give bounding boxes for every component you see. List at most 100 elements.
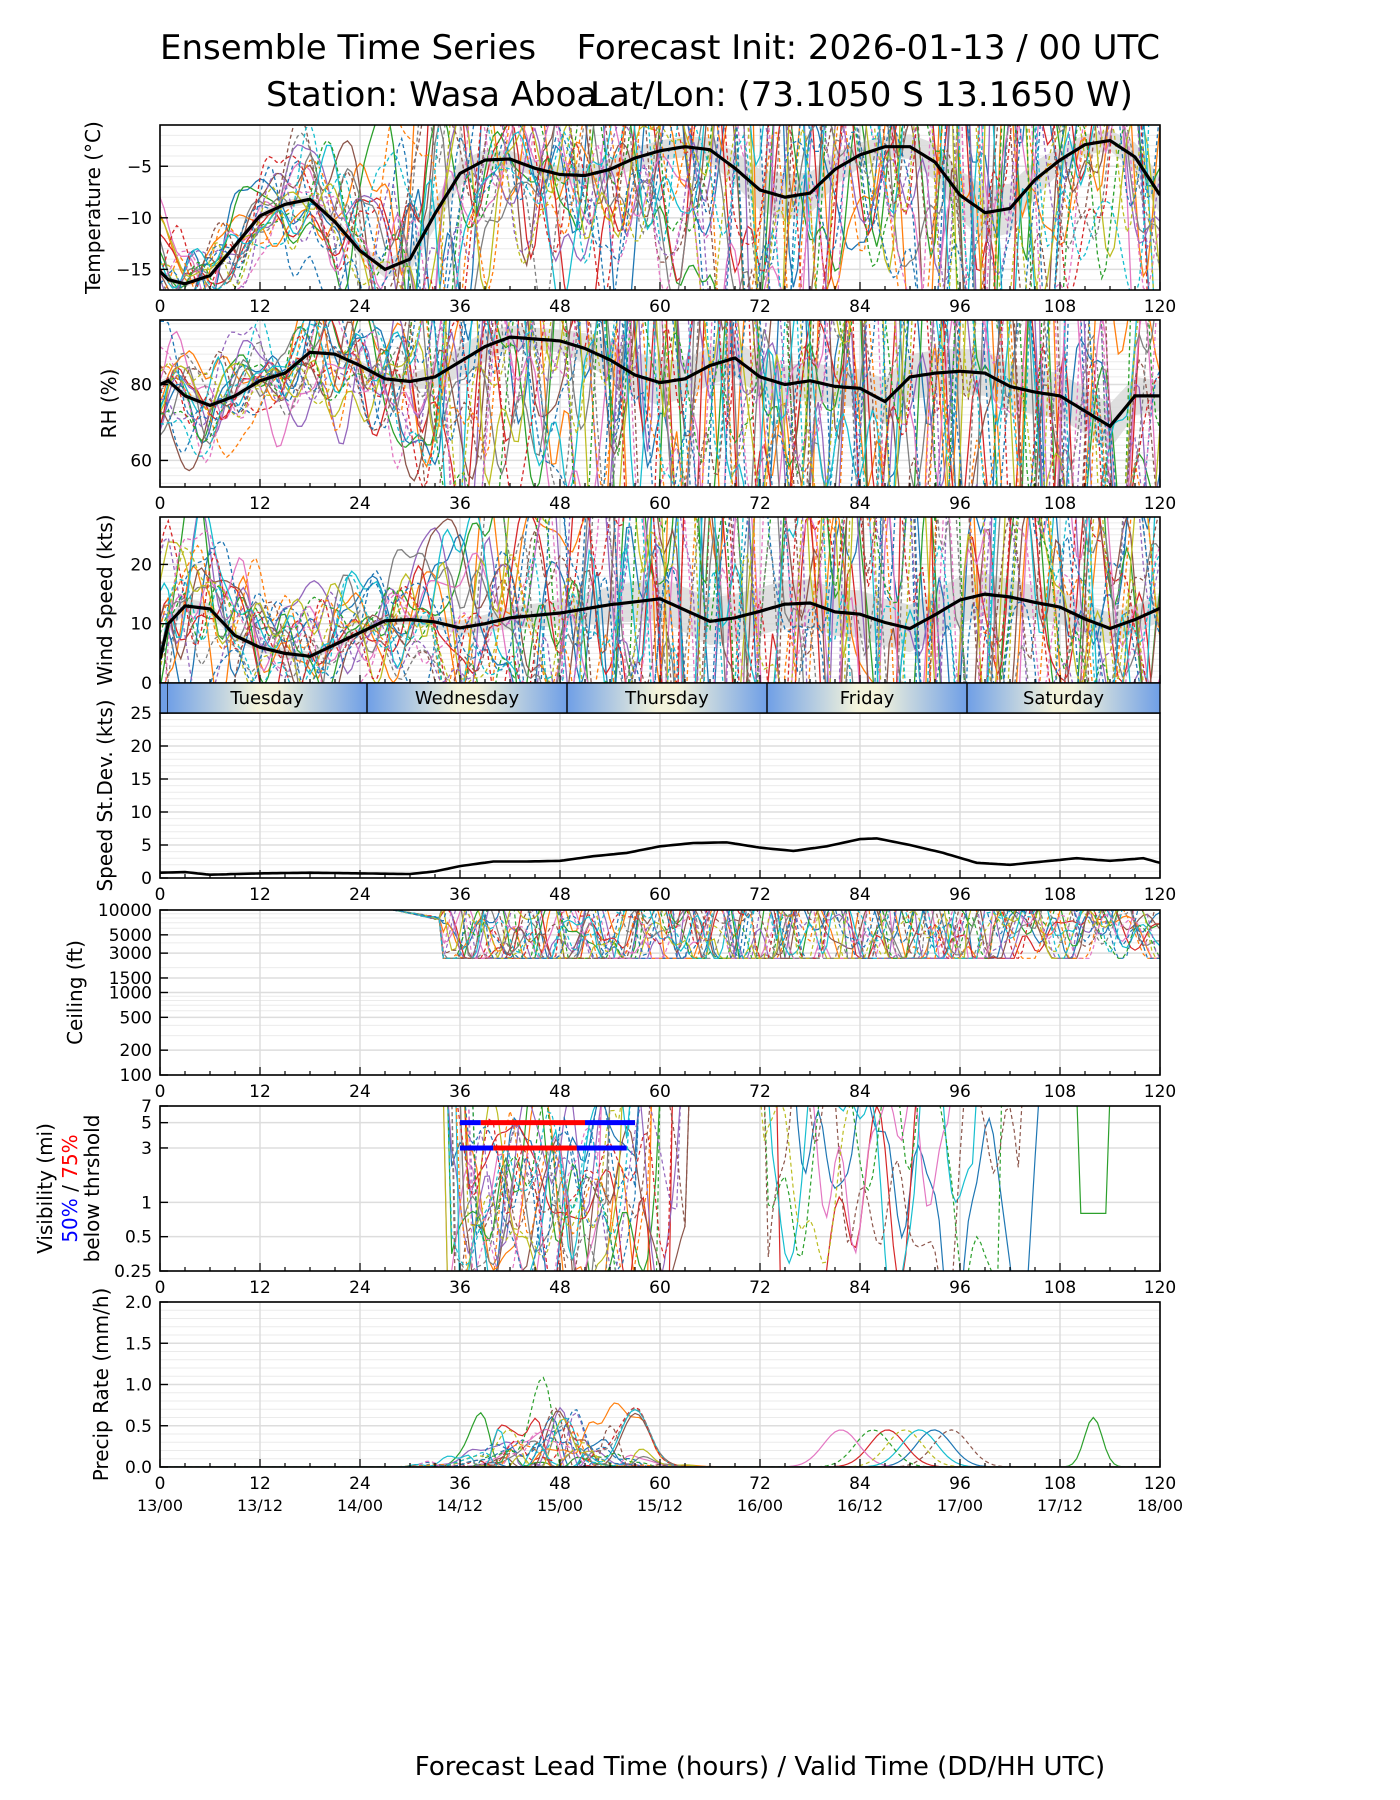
x-tick-label: 48 bbox=[549, 1278, 571, 1298]
x-tick-label: 108 bbox=[1044, 1082, 1076, 1102]
valid-time-label: 15/12 bbox=[637, 1496, 683, 1515]
ensemble-member-line bbox=[160, 320, 1113, 487]
y-tick-label: −5 bbox=[127, 157, 152, 177]
ceiling-member-line bbox=[393, 910, 1130, 959]
title-right: Forecast Init: 2026-01-13 / 00 UTC bbox=[576, 28, 1160, 68]
y-tick-label: −10 bbox=[116, 209, 152, 229]
x-tick-label: 60 bbox=[649, 1474, 671, 1494]
x-tick-label: 96 bbox=[949, 494, 971, 514]
y-tick-label: 1000 bbox=[109, 984, 152, 1004]
visibility-member-line bbox=[464, 1106, 653, 1271]
x-tick-label: 24 bbox=[349, 494, 371, 514]
ensemble-member-line bbox=[160, 320, 1137, 487]
y-axis-label: Ceiling (ft) bbox=[63, 940, 87, 1045]
visibility-member-line bbox=[455, 1106, 977, 1271]
grid-precip bbox=[159, 1301, 1161, 1468]
x-tick-label: 84 bbox=[849, 494, 871, 514]
visibility-member-line bbox=[447, 1106, 631, 1267]
y-tick-label: 1 bbox=[141, 1193, 152, 1213]
x-tick-label: 72 bbox=[749, 885, 771, 905]
y-tick-label: 2.0 bbox=[125, 1293, 152, 1313]
day-segment bbox=[367, 683, 567, 713]
x-tick-label: 120 bbox=[1144, 494, 1176, 514]
x-axis-ceiling: 0 12 24 36 48 60 72 84 96 108 120 bbox=[155, 1067, 1176, 1102]
x-tick-label: 48 bbox=[549, 885, 571, 905]
x-tick-label: 108 bbox=[1044, 494, 1076, 514]
x-tick-label: 0 bbox=[155, 885, 166, 905]
x-axis-rh: 0 12 24 36 48 60 72 84 96 108 120 bbox=[155, 479, 1176, 514]
ensemble-mean-line bbox=[160, 592, 1160, 660]
ensemble-member-line bbox=[176, 125, 1160, 290]
y-tick-label: 1.5 bbox=[125, 1334, 152, 1354]
ensemble-member-line bbox=[160, 517, 1156, 683]
threshold-75-label: 75% bbox=[58, 1134, 82, 1178]
day-label: Saturday bbox=[1023, 688, 1104, 709]
y-tick-label: 5000 bbox=[109, 926, 152, 946]
x-tick-label: 60 bbox=[649, 494, 671, 514]
day-segment bbox=[967, 683, 1160, 713]
visibility-member-line bbox=[442, 1106, 951, 1271]
y-tick-label: 10 bbox=[130, 803, 152, 823]
x-tick-label: 60 bbox=[649, 1278, 671, 1298]
x-tick-label: 12 bbox=[249, 1474, 271, 1494]
y-axis-label: Visibility (mi) bbox=[33, 1123, 57, 1254]
y-axis-visibility: 0.25 0.5 1 3 57 bbox=[114, 1097, 168, 1282]
visibility-member-line bbox=[467, 1106, 602, 1271]
y-tick-label: 15 bbox=[130, 770, 152, 790]
y-axis-label: Precip Rate (mm/h) bbox=[89, 1288, 113, 1482]
ensemble-member-line bbox=[160, 125, 1160, 290]
x-tick-label: 120 bbox=[1144, 1082, 1176, 1102]
day-segment bbox=[167, 683, 367, 713]
visibility-member-line bbox=[447, 1106, 681, 1271]
day-segment-lead bbox=[160, 683, 167, 713]
x-tick-label: 0 bbox=[155, 1474, 166, 1494]
ensemble-member-line bbox=[160, 320, 1141, 487]
visibility-member-line bbox=[472, 1106, 1003, 1271]
plot-area-visibility bbox=[442, 1106, 1111, 1271]
x-tick-label: 24 bbox=[349, 1278, 371, 1298]
valid-time-label: 18/00 bbox=[1137, 1496, 1183, 1515]
x-tick-label: 96 bbox=[949, 1474, 971, 1494]
y-axis-label: Temperature (°C) bbox=[81, 121, 105, 295]
ceiling-member-line bbox=[393, 910, 1118, 959]
panel-visibility: 0.25 0.5 1 3 57 0 12 24 36 48 60 72 84 96 108 120 Visibi… bbox=[33, 1097, 1176, 1298]
x-tick-label: 48 bbox=[549, 1474, 571, 1494]
ensemble-member-line bbox=[178, 125, 1150, 290]
precip-member-line bbox=[160, 1407, 1160, 1467]
x-tick-label: 36 bbox=[449, 1082, 471, 1102]
y-tick-label: 20 bbox=[130, 737, 152, 757]
y-axis-wind_speed: 0 10 20 bbox=[130, 555, 168, 694]
panel-temperature: −15 −10 −5 0 12 24 36 48 60 72 84 96 108 120 Temperatu… bbox=[81, 121, 1176, 317]
station-label: Station: Wasa Aboa bbox=[266, 75, 598, 115]
x-axis-visibility: 0 12 24 36 48 60 72 84 96 108 120 bbox=[155, 1263, 1176, 1298]
ensemble-member-line bbox=[160, 125, 1160, 290]
threshold-legend-sublabel: below thrshold bbox=[80, 1115, 104, 1263]
x-tick-label: 60 bbox=[649, 885, 671, 905]
x-tick-label: 12 bbox=[249, 494, 271, 514]
x-tick-label: 84 bbox=[849, 297, 871, 317]
spread-band bbox=[160, 130, 1160, 287]
ensemble-member-line bbox=[160, 320, 1157, 487]
ensemble-member-line bbox=[160, 517, 1110, 683]
valid-time-label: 17/12 bbox=[1037, 1496, 1083, 1515]
precip-member-line bbox=[160, 1402, 1160, 1467]
x-tick-label: 72 bbox=[749, 494, 771, 514]
x-tick-label: 36 bbox=[449, 297, 471, 317]
x-tick-label: 96 bbox=[949, 885, 971, 905]
x-tick-label: 96 bbox=[949, 297, 971, 317]
plot-area-speed_stdev bbox=[160, 837, 1160, 877]
y-tick-label: 200 bbox=[120, 1041, 152, 1061]
x-axis-precip: 0 12 24 36 48 60 72 84 96 108 120 13/00 13/12 14/00 14… bbox=[137, 1459, 1183, 1515]
ceiling-member-line bbox=[393, 910, 1160, 959]
y-tick-label: 1.0 bbox=[125, 1376, 152, 1396]
x-axis-wind_speed bbox=[159, 675, 1161, 683]
grid-visibility bbox=[159, 1105, 1161, 1272]
visibility-member-line bbox=[447, 1106, 1040, 1271]
day-label: Friday bbox=[840, 688, 895, 709]
x-tick-label: 24 bbox=[349, 1082, 371, 1102]
x-tick-label: 72 bbox=[749, 1278, 771, 1298]
x-tick-label: 108 bbox=[1044, 1474, 1076, 1494]
ensemble-mean-line bbox=[160, 335, 1160, 429]
y-tick-label: 60 bbox=[130, 451, 152, 471]
